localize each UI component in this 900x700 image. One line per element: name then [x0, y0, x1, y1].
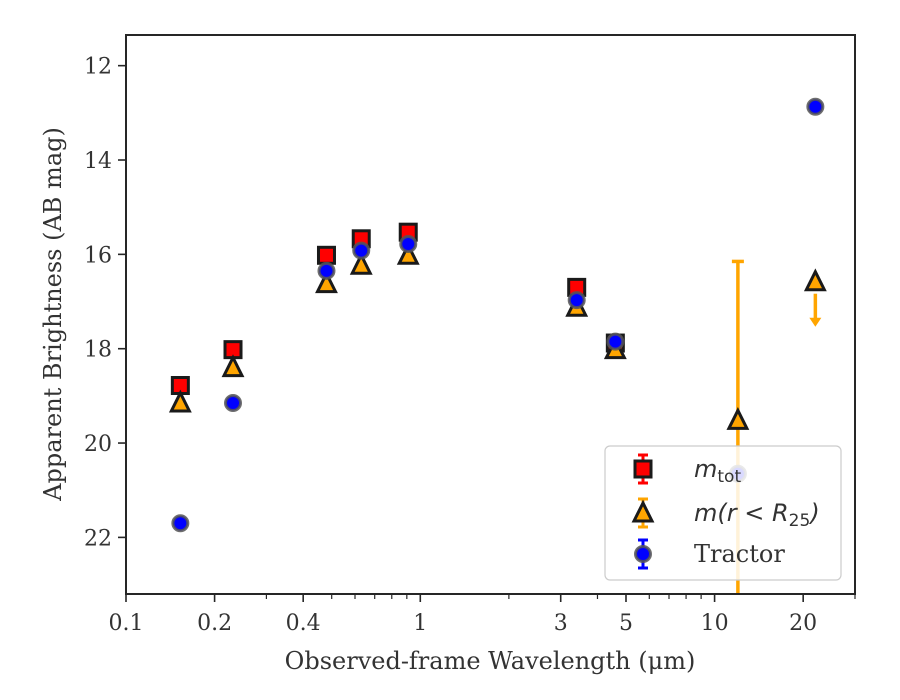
y-tick-label: 16 [84, 243, 112, 268]
y-axis-label: Apparent Brightness (AB mag) [39, 127, 67, 502]
y-tick-label: 20 [84, 432, 112, 457]
legend: mtot m(r < R25) Tractor [604, 445, 842, 581]
mr25-upper-limit-arrow [809, 317, 822, 327]
y-tick-labels: 12 14 16 18 20 22 [84, 55, 112, 552]
x-tick-label: 20 [789, 611, 817, 636]
tractor-point-2 [317, 261, 336, 280]
plot-frame [125, 34, 856, 595]
mr25-point-4 [396, 241, 420, 265]
x-axis-label: Observed-frame Wavelength (μm) [285, 647, 696, 675]
legend-label-mtot: mtot [694, 455, 741, 487]
tractor-point-8 [806, 97, 825, 116]
y-tick-label: 18 [84, 338, 112, 363]
tractor-point-3 [352, 241, 371, 260]
legend-marker-tractor [634, 545, 652, 563]
y-tick-label: 14 [84, 149, 112, 174]
legend-label-mr25: m(r < R25) [694, 499, 820, 531]
x-tick-label: 1 [413, 611, 427, 636]
mr25-point-7 [726, 407, 750, 430]
y-tick-label: 12 [84, 55, 112, 80]
x-tick-label: 3 [554, 611, 568, 636]
y-tick-label: 22 [84, 526, 112, 551]
x-tick-label: 10 [701, 611, 729, 636]
legend-label-tractor: Tractor [694, 540, 785, 568]
tractor-point-4 [399, 234, 418, 253]
mr25-point-2 [315, 270, 338, 294]
tractor-point-5 [567, 291, 586, 310]
tractor-point-6 [606, 332, 625, 351]
x-tick-label: 0.2 [197, 611, 232, 636]
tractor-point-0 [171, 514, 190, 533]
mr25-point-1 [221, 354, 245, 378]
x-tick-label: 0.4 [286, 611, 321, 636]
legend-marker-mtot [633, 459, 653, 479]
markers [168, 97, 827, 533]
x-tick-label: 5 [619, 611, 633, 636]
legend-marker-mr25 [631, 499, 655, 523]
mr25-point-0 [168, 389, 192, 413]
tractor-point-1 [224, 393, 243, 412]
legend-box [604, 445, 842, 581]
x-tick-label: 0.1 [109, 611, 144, 636]
mr25-point-3 [349, 251, 373, 275]
x-tick-labels: 0.1 0.2 0.4 1 3 5 10 20 [109, 611, 818, 636]
mtot-point-2 [316, 245, 336, 265]
mr25-point-8 [803, 268, 827, 292]
